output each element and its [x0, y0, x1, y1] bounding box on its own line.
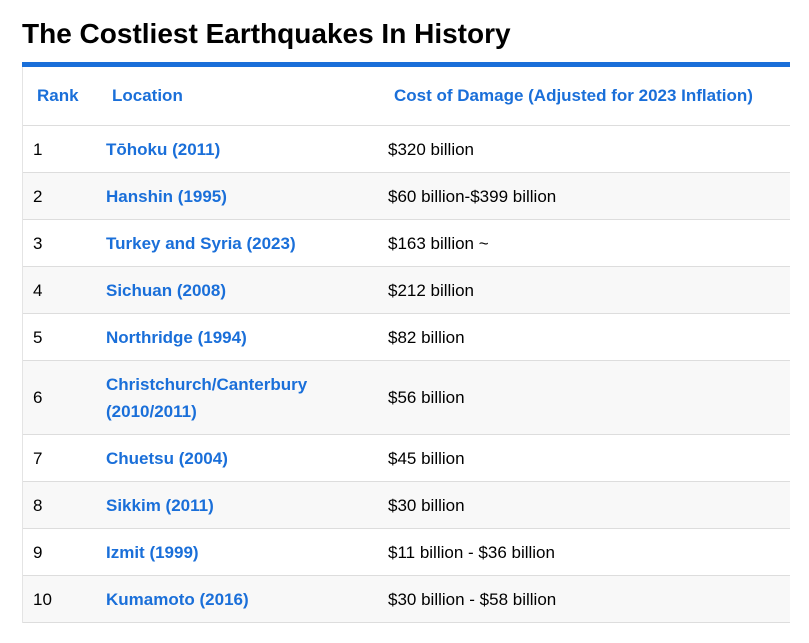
rank-cell: 1 — [22, 125, 98, 173]
cost-cell: $82 billion — [380, 313, 790, 361]
table-header-row: Rank Location Cost of Damage (Adjusted f… — [22, 67, 790, 126]
cost-cell: $56 billion — [380, 360, 790, 435]
table-row: 2 Hanshin (1995) $60 billion-$399 billio… — [22, 172, 790, 220]
cost-cell: $30 billion - $58 billion — [380, 575, 790, 623]
location-link[interactable]: Izmit (1999) — [98, 528, 380, 576]
table-row: 3 Turkey and Syria (2023) $163 billion ~ — [22, 219, 790, 267]
rank-cell: 6 — [22, 360, 98, 435]
earthquake-table-container: Rank Location Cost of Damage (Adjusted f… — [22, 62, 790, 623]
table-row: 10 Kumamoto (2016) $30 billion - $58 bil… — [22, 575, 790, 623]
table-row: 6 Christchurch/Canterbury (2010/2011) $5… — [22, 360, 790, 435]
cost-cell: $30 billion — [380, 481, 790, 529]
table-row: 8 Sikkim (2011) $30 billion — [22, 481, 790, 529]
rank-cell: 2 — [22, 172, 98, 220]
location-link[interactable]: Chuetsu (2004) — [98, 434, 380, 482]
column-header-rank: Rank — [22, 67, 98, 126]
location-link[interactable]: Kumamoto (2016) — [98, 575, 380, 623]
cost-cell: $212 billion — [380, 266, 790, 314]
location-link[interactable]: Turkey and Syria (2023) — [98, 219, 380, 267]
rank-cell: 10 — [22, 575, 98, 623]
table-row: 5 Northridge (1994) $82 billion — [22, 313, 790, 361]
table-row: 7 Chuetsu (2004) $45 billion — [22, 434, 790, 482]
location-link[interactable]: Tōhoku (2011) — [98, 125, 380, 173]
table-left-border — [22, 67, 23, 623]
cost-cell: $60 billion-$399 billion — [380, 172, 790, 220]
table-top-rule — [22, 62, 790, 67]
cost-cell: $320 billion — [380, 125, 790, 173]
column-header-cost: Cost of Damage (Adjusted for 2023 Inflat… — [380, 67, 790, 126]
rank-cell: 8 — [22, 481, 98, 529]
rank-cell: 9 — [22, 528, 98, 576]
location-link[interactable]: Sikkim (2011) — [98, 481, 380, 529]
rank-cell: 5 — [22, 313, 98, 361]
cost-cell: $163 billion ~ — [380, 219, 790, 267]
rank-cell: 7 — [22, 434, 98, 482]
table-row: 9 Izmit (1999) $11 billion - $36 billion — [22, 528, 790, 576]
location-link[interactable]: Northridge (1994) — [98, 313, 380, 361]
earthquake-table: Rank Location Cost of Damage (Adjusted f… — [22, 67, 790, 623]
cost-cell: $11 billion - $36 billion — [380, 528, 790, 576]
rank-cell: 4 — [22, 266, 98, 314]
table-row: 4 Sichuan (2008) $212 billion — [22, 266, 790, 314]
location-link[interactable]: Sichuan (2008) — [98, 266, 380, 314]
page-title: The Costliest Earthquakes In History — [22, 18, 511, 49]
location-link[interactable]: Christchurch/Canterbury (2010/2011) — [98, 360, 380, 435]
location-link[interactable]: Hanshin (1995) — [98, 172, 380, 220]
column-header-location: Location — [98, 67, 380, 126]
table-row: 1 Tōhoku (2011) $320 billion — [22, 125, 790, 173]
rank-cell: 3 — [22, 219, 98, 267]
cost-cell: $45 billion — [380, 434, 790, 482]
